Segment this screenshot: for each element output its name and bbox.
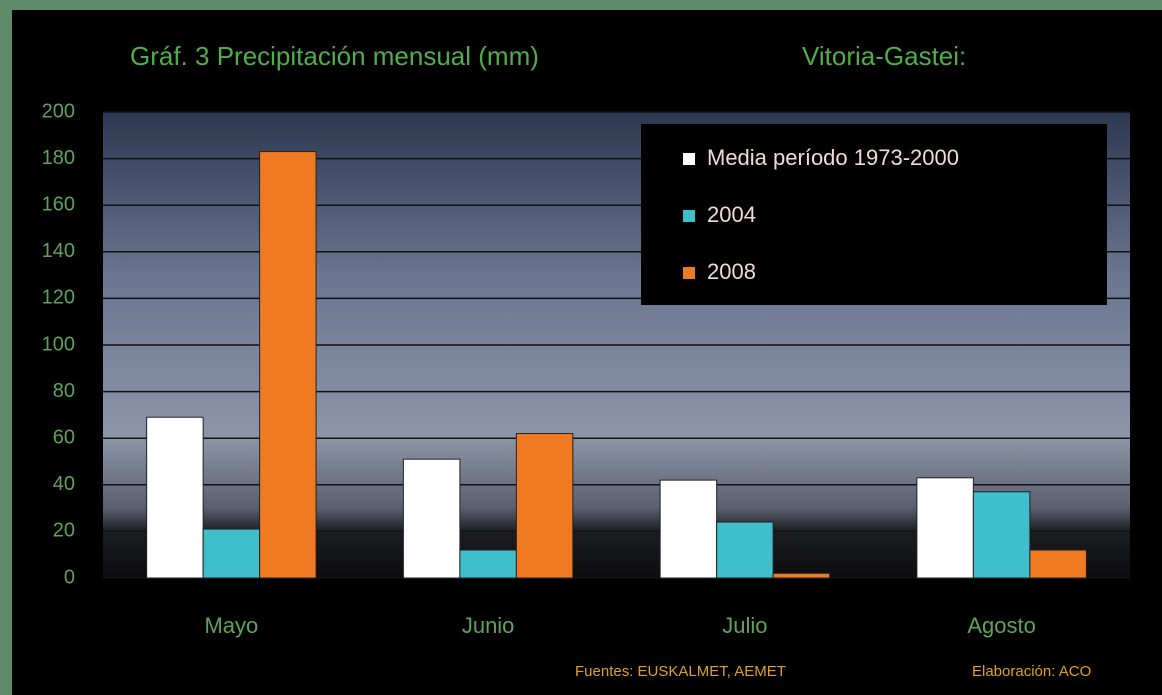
y-tick-label: 140	[42, 240, 75, 262]
legend-label: 2004	[707, 202, 756, 227]
legend-swatch	[683, 267, 695, 279]
x-tick-label: Junio	[462, 613, 515, 638]
chart-title: Gráf. 3 Precipitación mensual (mm)	[130, 41, 539, 71]
bar	[259, 151, 317, 579]
bar	[1029, 549, 1087, 579]
bar	[146, 416, 204, 579]
credit-note: Elaboración: ACO	[972, 663, 1091, 680]
legend-box	[641, 124, 1107, 305]
y-tick-label: 60	[53, 426, 75, 448]
bar	[515, 433, 574, 579]
bar	[916, 477, 974, 579]
y-tick-label: 40	[53, 473, 75, 495]
bar	[402, 458, 461, 579]
source-note: Fuentes: EUSKALMET, AEMET	[575, 663, 786, 680]
y-tick-label: 100	[42, 333, 75, 355]
y-tick-label: 200	[42, 100, 75, 122]
bar	[772, 572, 831, 579]
chart-location: Vitoria-Gastei:	[802, 41, 966, 71]
bar	[972, 491, 1031, 579]
y-tick-label: 80	[53, 380, 75, 402]
bar	[202, 528, 261, 579]
bar	[659, 479, 718, 579]
y-tick-label: 180	[42, 147, 75, 169]
y-tick-label: 160	[42, 193, 75, 215]
legend-swatch	[683, 153, 695, 165]
bar	[716, 521, 774, 579]
y-tick-label: 20	[53, 520, 75, 542]
x-tick-label: Mayo	[204, 613, 258, 638]
x-tick-label: Agosto	[967, 613, 1036, 638]
y-tick-label: 120	[42, 287, 75, 309]
x-tick-label: Julio	[722, 613, 767, 638]
legend-label: Media período 1973-2000	[707, 145, 959, 170]
y-tick-label: 0	[64, 566, 75, 588]
legend-swatch	[683, 210, 695, 222]
bar	[459, 549, 517, 579]
legend-label: 2008	[707, 259, 756, 284]
